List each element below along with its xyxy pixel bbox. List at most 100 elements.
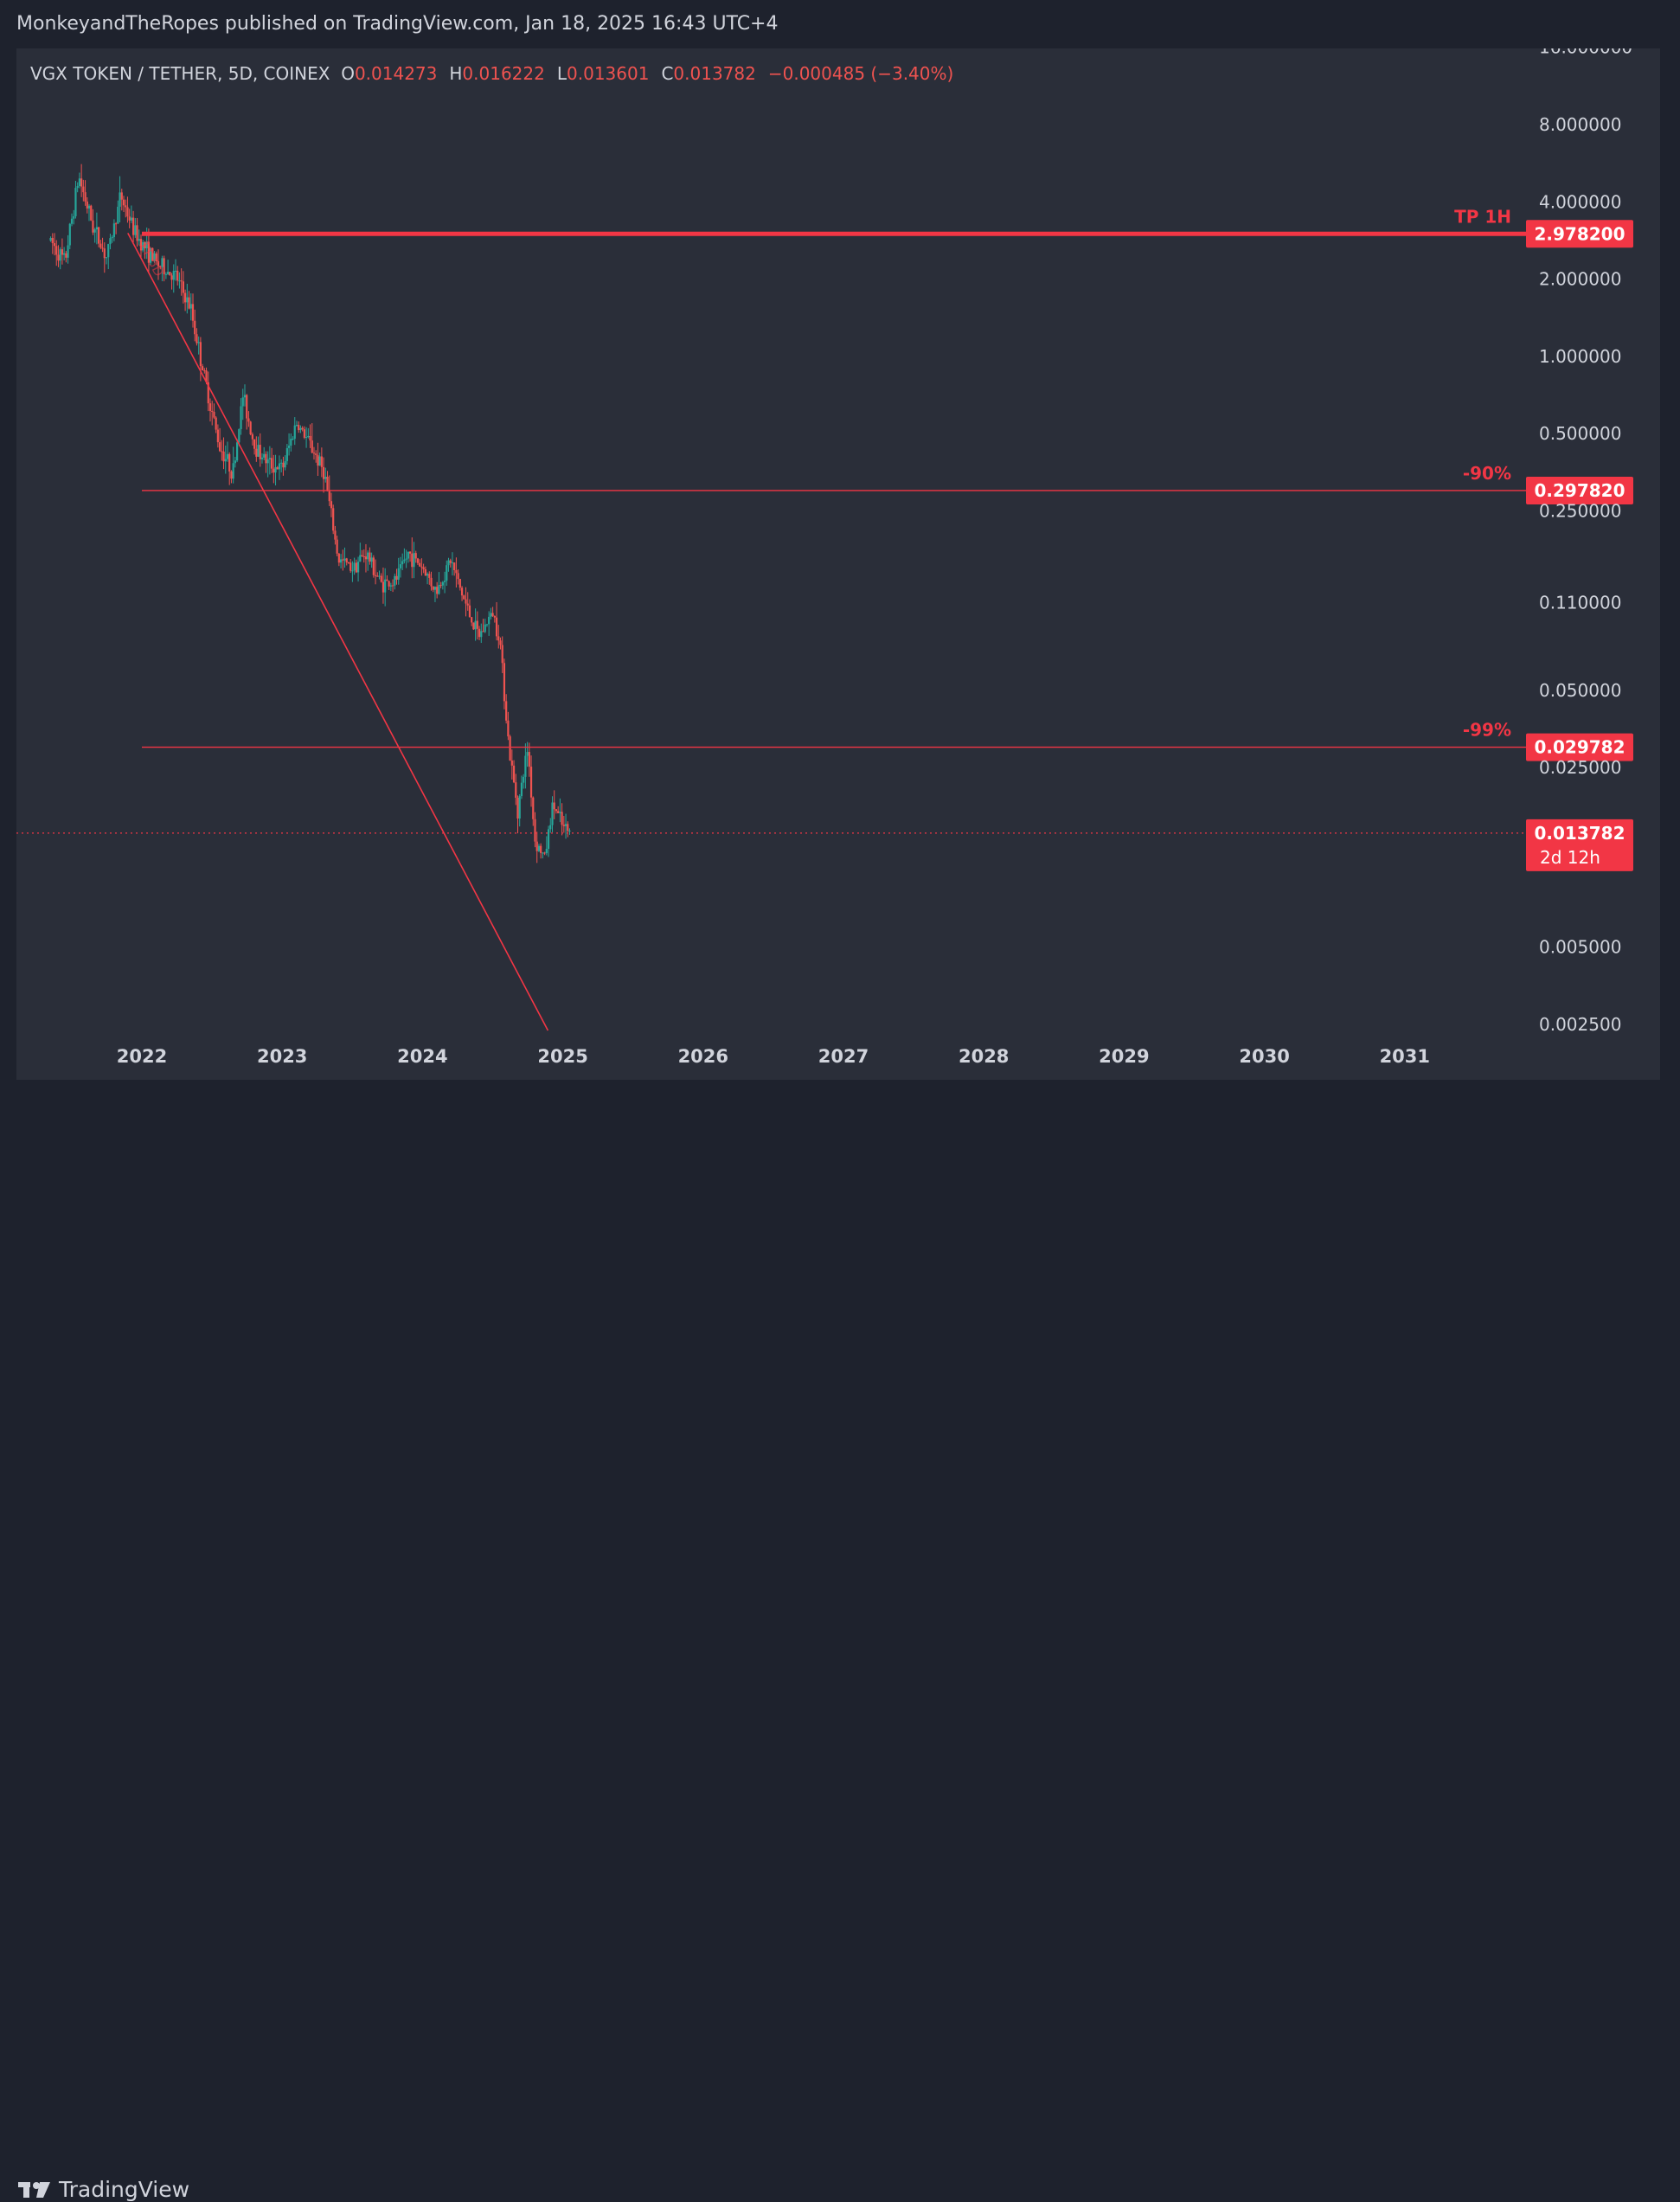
candle-body	[455, 570, 458, 574]
candle-body	[403, 559, 406, 562]
candle-body	[230, 471, 233, 479]
level-price-tag[interactable]	[1526, 733, 1633, 761]
candle-body	[332, 508, 335, 531]
candle-body	[499, 640, 502, 645]
candle-body	[184, 292, 187, 303]
level-price-tag[interactable]	[1526, 220, 1633, 248]
candle-body	[356, 562, 360, 573]
candle-body	[263, 453, 266, 458]
y-tick-label: 1.000000	[1539, 346, 1621, 367]
candle-body	[391, 585, 394, 587]
x-tick-label: 2027	[818, 1046, 869, 1067]
candle-body	[74, 188, 77, 216]
candle-body	[182, 281, 184, 293]
candle-body	[420, 566, 423, 568]
candle-body	[564, 824, 567, 826]
candle-body	[235, 442, 239, 461]
candle-body	[307, 435, 310, 438]
candle-body	[101, 247, 104, 249]
candle-body	[295, 425, 298, 427]
candle-body	[280, 462, 283, 464]
candle-body	[476, 620, 478, 629]
x-tick-label: 2030	[1239, 1046, 1289, 1067]
candle-body	[484, 624, 486, 632]
candle-body	[567, 824, 569, 831]
candle-body	[449, 560, 452, 563]
candle-body	[260, 457, 264, 459]
candle-body	[497, 636, 500, 641]
candle-body	[347, 562, 350, 564]
candle-body	[218, 442, 221, 452]
candle-body	[407, 551, 409, 559]
time-axis[interactable]: 2022 2023 2024 2025 2026 2027 2028 2029 2030 2031	[117, 1046, 1430, 1067]
price-axis[interactable]: 150.00000070.00000034.00000016.0000008.0…	[1539, 37, 1644, 1117]
candle-body	[359, 555, 362, 562]
candle-body	[159, 266, 162, 267]
candle-body	[339, 559, 343, 563]
candle-body	[509, 736, 511, 761]
candle-body	[345, 558, 348, 563]
candle-body	[73, 215, 75, 219]
candle-body	[343, 558, 346, 561]
candle-body	[515, 782, 517, 799]
candle-body	[222, 451, 225, 462]
candle-body	[153, 253, 156, 261]
trendline-segment[interactable]	[127, 232, 549, 1031]
candle-body	[441, 581, 444, 586]
publisher-line: MonkeyandTheRopes published on TradingVi…	[16, 13, 779, 35]
candle-body	[503, 663, 506, 702]
candle-body	[518, 796, 521, 819]
candle-body	[330, 501, 333, 509]
candle-body	[213, 412, 215, 418]
price-chart[interactable]: 1T 5D TP 1H2.978200-90%0.297820-99%0.029…	[16, 37, 1660, 1117]
candle-body	[249, 421, 252, 435]
candle-body	[526, 752, 529, 756]
candle-body	[426, 574, 429, 576]
legend-symbol: VGX TOKEN / TETHER, 5D, COINEX O0.014273 H…	[30, 63, 953, 84]
candle-body	[540, 845, 542, 853]
candle-body	[105, 257, 108, 259]
candle-body	[169, 272, 171, 276]
candle-body	[547, 829, 550, 850]
candle-body	[305, 437, 308, 439]
level-price-tag[interactable]	[1526, 476, 1633, 504]
horizontal-levels[interactable]: TP 1H2.978200-90%0.297820-99%0.0297820.0…	[16, 206, 1633, 871]
candle-body	[111, 236, 113, 239]
candle-body	[151, 247, 154, 261]
x-tick-label: 2028	[959, 1046, 1009, 1067]
candle-body	[65, 253, 67, 258]
candle-body	[463, 595, 465, 600]
countdown-label: 2d 12h	[1540, 847, 1600, 868]
candle-body	[246, 395, 248, 419]
candle-body	[274, 466, 277, 473]
candle-body	[553, 802, 555, 810]
current-price-tag[interactable]	[1526, 819, 1633, 871]
candle-body	[528, 752, 530, 767]
candle-body	[285, 447, 288, 461]
candle-body	[134, 225, 137, 235]
candle-body	[495, 617, 498, 637]
candle-body	[273, 468, 275, 473]
candle-body	[374, 575, 377, 576]
candle-body	[203, 370, 206, 372]
chart-pane[interactable]: 1T 5D TP 1H 2.978200 -90% 0.297820 -99% 0.029…	[16, 37, 1660, 1117]
candle-body	[520, 782, 523, 797]
candle-body	[298, 425, 300, 431]
y-tick-label: 4.000000	[1539, 191, 1621, 212]
candle-body	[125, 205, 127, 208]
candle-body	[471, 617, 473, 623]
candle-body	[117, 206, 119, 224]
candle-body	[460, 587, 464, 596]
candle-body	[388, 581, 390, 587]
tradingview-logo[interactable]: TradingView	[18, 2177, 189, 2202]
candle-body	[270, 458, 273, 469]
candle-body	[232, 463, 234, 479]
candle-body	[380, 575, 382, 582]
y-tick-label: 0.500000	[1539, 423, 1621, 444]
candle-body	[543, 852, 546, 854]
candle-body	[49, 237, 52, 241]
candle-body	[562, 825, 565, 826]
y-tick-label: 0.250000	[1539, 501, 1621, 522]
candle-body	[136, 225, 138, 241]
x-tick-label: 2024	[397, 1046, 447, 1067]
